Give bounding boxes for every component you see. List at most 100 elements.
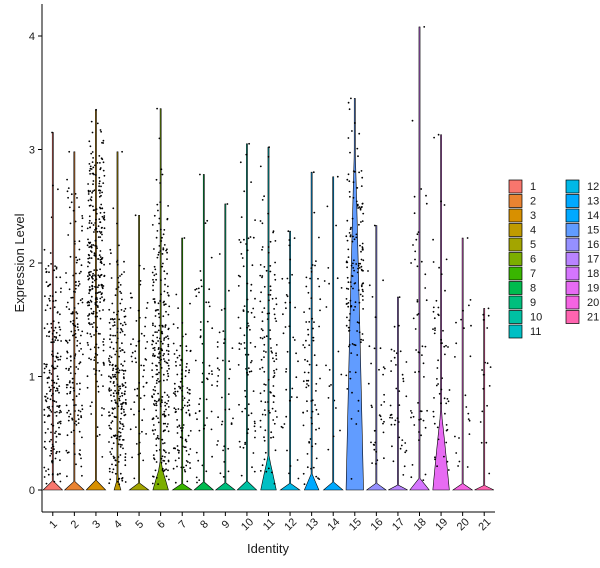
data-point bbox=[306, 410, 309, 412]
data-point bbox=[81, 301, 84, 304]
data-point bbox=[416, 300, 419, 303]
data-point bbox=[168, 305, 171, 308]
data-point bbox=[211, 455, 214, 458]
data-point bbox=[272, 401, 275, 403]
data-point bbox=[110, 394, 112, 397]
data-point bbox=[140, 364, 143, 367]
data-point bbox=[108, 411, 110, 414]
data-point bbox=[70, 201, 73, 204]
data-point bbox=[350, 478, 353, 480]
data-point bbox=[51, 443, 54, 446]
data-point bbox=[121, 383, 124, 385]
data-point bbox=[94, 174, 97, 176]
data-point bbox=[160, 358, 163, 361]
data-point bbox=[103, 364, 105, 366]
data-point bbox=[122, 425, 125, 428]
legend-swatch bbox=[508, 266, 523, 281]
data-point bbox=[142, 459, 145, 462]
data-point bbox=[457, 465, 459, 467]
data-point bbox=[79, 410, 82, 413]
data-point bbox=[247, 403, 250, 406]
data-point bbox=[302, 344, 305, 346]
data-point bbox=[357, 155, 359, 158]
data-point bbox=[357, 207, 359, 209]
data-point bbox=[71, 296, 74, 299]
data-point bbox=[263, 356, 265, 358]
data-point bbox=[51, 379, 53, 382]
data-point bbox=[96, 162, 99, 164]
data-point bbox=[90, 246, 93, 249]
data-point bbox=[120, 363, 123, 365]
data-point bbox=[143, 369, 145, 372]
data-point bbox=[418, 370, 420, 373]
data-point bbox=[146, 301, 149, 304]
data-point bbox=[117, 405, 120, 408]
data-point bbox=[351, 240, 354, 243]
data-point bbox=[94, 244, 97, 247]
data-point bbox=[138, 316, 141, 319]
data-point bbox=[239, 161, 242, 164]
data-point bbox=[185, 411, 188, 414]
data-point bbox=[413, 195, 416, 198]
data-point bbox=[259, 165, 262, 168]
data-point bbox=[174, 459, 177, 462]
data-point bbox=[285, 370, 287, 373]
data-point bbox=[469, 299, 472, 301]
data-point bbox=[102, 285, 105, 287]
data-point bbox=[489, 366, 492, 368]
data-point bbox=[178, 354, 181, 357]
data-point bbox=[94, 303, 97, 306]
data-point bbox=[248, 370, 251, 373]
data-point bbox=[437, 359, 439, 362]
data-point bbox=[172, 467, 175, 470]
data-point bbox=[153, 404, 156, 406]
data-point bbox=[143, 334, 146, 337]
data-point bbox=[52, 355, 55, 357]
data-point bbox=[118, 244, 120, 247]
data-point bbox=[103, 298, 106, 301]
violin-group-7 bbox=[171, 237, 193, 491]
data-point bbox=[95, 108, 97, 111]
data-point bbox=[94, 352, 97, 355]
data-point bbox=[239, 327, 242, 329]
data-point bbox=[184, 470, 187, 473]
data-point bbox=[66, 190, 69, 193]
data-point bbox=[312, 336, 315, 339]
data-point bbox=[249, 328, 251, 331]
data-point bbox=[120, 412, 123, 415]
data-point bbox=[200, 279, 203, 282]
data-point bbox=[122, 447, 124, 450]
data-point bbox=[176, 373, 179, 376]
data-point bbox=[361, 220, 364, 223]
data-point bbox=[136, 394, 139, 397]
data-point bbox=[112, 442, 115, 445]
data-point bbox=[189, 302, 191, 305]
data-point bbox=[303, 311, 305, 313]
data-point bbox=[93, 269, 96, 271]
legend-item-5: 5 bbox=[508, 237, 536, 252]
data-point bbox=[119, 387, 122, 390]
data-point bbox=[289, 465, 292, 467]
data-point bbox=[162, 262, 164, 265]
data-point bbox=[165, 336, 167, 339]
data-point bbox=[156, 256, 159, 259]
data-point bbox=[155, 438, 158, 440]
data-point bbox=[155, 273, 158, 275]
data-point bbox=[264, 384, 267, 386]
data-point bbox=[81, 298, 84, 300]
data-point bbox=[357, 264, 360, 267]
data-point bbox=[154, 301, 156, 304]
data-point bbox=[237, 285, 240, 287]
data-point bbox=[87, 241, 90, 244]
data-point bbox=[357, 289, 360, 291]
data-point bbox=[81, 229, 83, 232]
data-point bbox=[66, 475, 68, 478]
data-point bbox=[123, 360, 126, 363]
data-point bbox=[97, 385, 100, 388]
data-point bbox=[303, 371, 306, 374]
data-point bbox=[79, 342, 81, 345]
data-point bbox=[96, 230, 99, 233]
data-point bbox=[114, 353, 117, 356]
data-point bbox=[56, 473, 59, 476]
data-point bbox=[302, 424, 305, 427]
